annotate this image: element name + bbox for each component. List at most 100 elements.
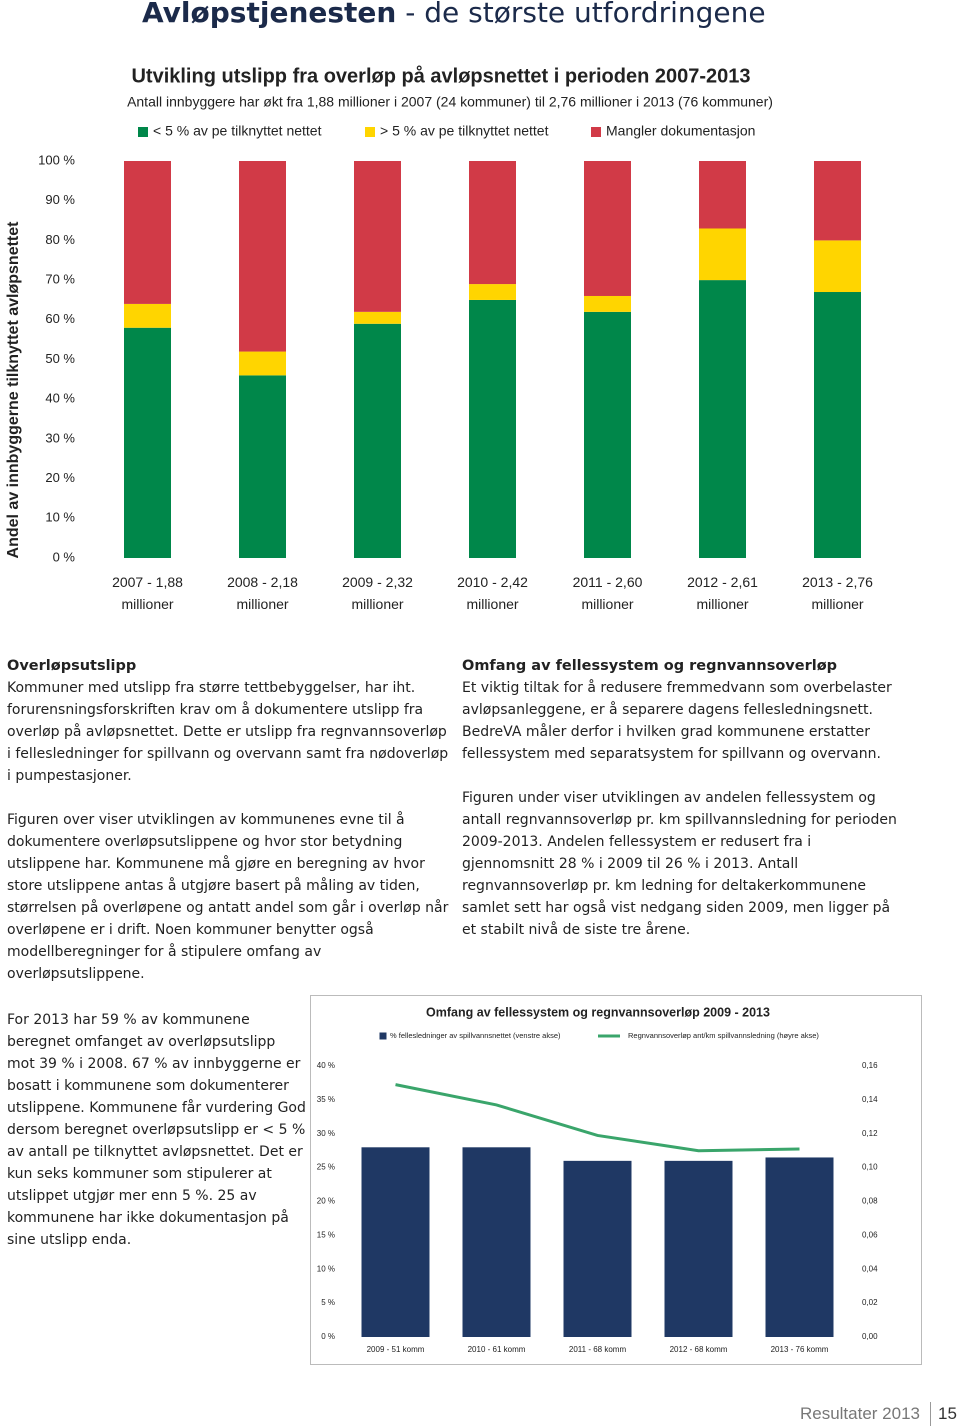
paragraph: Et viktig tiltak for å redusere fremmedv… [462,680,892,762]
y2-tick-label: 0,16 [862,1061,878,1070]
bar-segment [584,295,631,312]
line [395,1083,800,1153]
y-tick-label: 0 % [321,1332,335,1341]
y2-tick-label: 0,00 [862,1332,878,1341]
bar [361,1147,430,1337]
x-tick-label: 2007 - 1,88 millioner [112,574,183,612]
x-tick-label: 2011 - 68 komm [569,1345,627,1354]
bar-segment [814,240,861,293]
paragraph: Kommuner med utslipp fra større tettbeby… [7,680,449,784]
page-header: Avløpstjenesten - de største utfordringe… [142,0,766,29]
y-tick-label: 15 % [317,1230,335,1239]
bar-segment [699,161,746,229]
bar-segment [354,311,401,324]
y-tick-label: 80 % [45,232,75,247]
y-tick-label: 35 % [317,1095,335,1104]
bar-segment [354,161,401,312]
y-tick-label: 5 % [321,1298,335,1307]
y2-tick-label: 0,02 [862,1298,878,1307]
paragraph: Figuren over viser utviklingen av kommun… [7,812,449,982]
paragraph: For 2013 har 59 % av kommunene beregnet … [7,1012,306,1248]
legend-swatch [365,127,375,137]
bar-segment [699,280,746,558]
bar-segment [469,161,516,285]
chart-title: Omfang av fellessystem og regnvannsoverl… [426,1005,770,1019]
x-tick-label: 2011 - 2,60 millioner [572,574,643,612]
page-title: Avløpstjenesten [142,0,397,29]
bar-segment [124,327,171,558]
bar-segment [469,299,516,558]
y-tick-label: 10 % [317,1264,335,1273]
combo-chart: Omfang av fellessystem og regnvannsoverl… [310,995,922,1365]
x-tick-label: 2009 - 2,32 millioner [342,574,413,612]
bar-segment [469,284,516,300]
section-heading: Omfang av fellessystem og regnvannsoverl… [462,658,838,674]
bar [563,1160,632,1337]
x-tick-label: 2013 - 2,76 millioner [802,574,873,612]
section-heading: Overløpsutslipp [7,658,137,674]
bar [462,1147,531,1337]
y2-tick-label: 0,10 [862,1163,878,1172]
bar-segment [814,161,861,241]
bar-segment [584,311,631,558]
x-tick-label: 2012 - 68 komm [670,1345,728,1354]
y2-tick-label: 0,08 [862,1197,878,1206]
bar-segment [239,375,286,558]
legend-swatch [591,127,601,137]
y2-tick-label: 0,06 [862,1230,878,1239]
y-tick-label: 25 % [317,1163,335,1172]
bar-segment [584,161,631,296]
chart-frame [310,995,922,1365]
y-tick-label: 0 % [53,549,76,564]
legend-label: % fellesledninger av spillvannsnettet (v… [390,1031,561,1040]
legend-label: > 5 % av pe tilknyttet nettet [380,123,549,139]
footer-divider [930,1402,931,1426]
legend-label: Mangler dokumentasjon [606,123,755,139]
y2-tick-label: 0,12 [862,1129,878,1138]
y-tick-label: 40 % [45,391,75,406]
y-tick-label: 100 % [38,152,75,167]
bar-segment [124,303,171,328]
y-tick-label: 30 % [317,1129,335,1138]
legend-swatch [379,1032,387,1040]
y2-tick-label: 0,04 [862,1264,878,1273]
bar-segment [354,323,401,558]
bar-segment [239,351,286,376]
bar-segment [814,292,861,558]
paragraph: Figuren under viser utviklingen av andel… [462,790,897,938]
bar-segment [124,161,171,304]
y-tick-label: 20 % [45,470,75,485]
sidebar: For 2013 har 59 % av kommunene beregnet … [7,1009,307,1273]
x-tick-label: 2012 - 2,61 millioner [687,574,758,612]
y-tick-label: 50 % [45,351,75,366]
legend-label: < 5 % av pe tilknyttet nettet [153,123,322,139]
x-tick-label: 2010 - 61 komm [468,1345,526,1354]
x-tick-label: 2010 - 2,42 millioner [457,574,528,612]
left-column: Overløpsutslipp Kommuner med utslipp fra… [7,655,455,1007]
x-tick-label: 2013 - 76 komm [771,1345,829,1354]
y-axis-label: Andel av innbyggerne tilknyttet avløpsne… [5,221,22,559]
y-tick-label: 40 % [317,1061,335,1070]
y-tick-label: 10 % [45,510,75,525]
right-column: Omfang av fellessystem og regnvannsoverl… [462,655,902,963]
stacked-bar-chart: Utvikling utslipp fra overløp på avløpsn… [5,64,861,564]
x-tick-label: 2008 - 2,18 millioner [227,574,298,612]
bar-segment [239,161,286,352]
chart-subtitle: Antall innbyggere har økt fra 1,88 milli… [127,94,773,110]
bar [765,1157,834,1337]
page-number: 15 [938,1404,957,1423]
bar [664,1160,733,1337]
x-tick-label: 2009 - 51 komm [367,1345,425,1354]
footer-section: Resultater 2013 [799,1404,920,1423]
bar-segment [699,228,746,281]
chart-title: Utvikling utslipp fra overløp på avløpsn… [131,64,750,87]
y-tick-label: 20 % [317,1197,335,1206]
y-tick-label: 60 % [45,311,75,326]
y-tick-label: 90 % [45,192,75,207]
y2-tick-label: 0,14 [862,1095,878,1104]
y-tick-label: 70 % [45,272,75,287]
page-subtitle: - de største utfordringene [405,0,766,29]
legend-label: Regnvannsoverløp ant/km spillvannslednin… [628,1031,819,1040]
y-tick-label: 30 % [45,430,75,445]
